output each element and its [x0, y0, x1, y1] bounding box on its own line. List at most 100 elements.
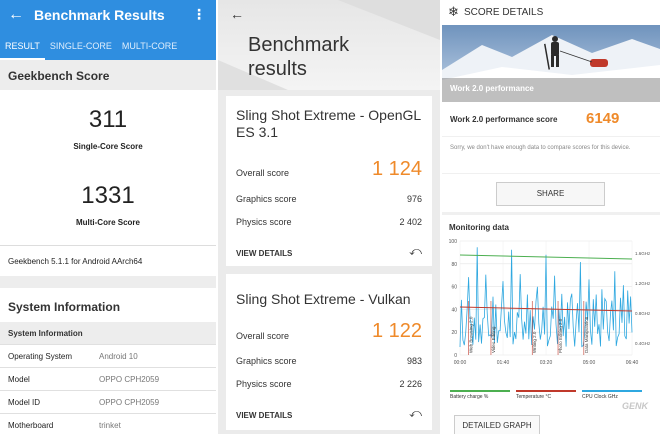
- physics-value: 2 402: [399, 217, 422, 227]
- compare-message: Sorry, we don't have enough data to comp…: [442, 137, 660, 173]
- section-title: System Information: [8, 300, 121, 314]
- physics-label: Physics score: [236, 217, 292, 227]
- pcmark-panel: ❄ SCORE DETAILS Work 2.0 performance Wor: [442, 0, 660, 434]
- graphics-value: 983: [406, 356, 422, 366]
- row-key: Operating System: [8, 352, 73, 361]
- y-tick-label: 20: [451, 330, 457, 336]
- page-title: Benchmark results: [248, 33, 349, 81]
- result-card-opengl[interactable]: Sling Shot Extreme - OpenGL ES 3.1 Overa…: [226, 96, 432, 266]
- title-line: results: [248, 58, 307, 80]
- row-value: OPPO CPH2059: [99, 375, 160, 384]
- graphics-value: 976: [406, 194, 422, 204]
- y2-tick-label: 1.2GHz: [635, 281, 651, 286]
- row-value: Android 10: [99, 352, 138, 361]
- row-value: trinket: [99, 421, 121, 430]
- overall-value: 1 122: [371, 320, 422, 342]
- page-title: Benchmark Results: [34, 7, 165, 23]
- top-bar: ❄ SCORE DETAILS: [442, 0, 660, 25]
- share-button[interactable]: SHARE: [496, 182, 605, 206]
- x-tick-label: 00:00: [454, 360, 467, 366]
- snowflake-icon[interactable]: ❄: [448, 4, 459, 19]
- x-tick-label: 05:00: [583, 360, 596, 366]
- multi-core-label: Multi-Core Score: [75, 218, 140, 227]
- x-tick-label: 03:20: [540, 360, 553, 366]
- score-box: Work 2.0 performance score 6149: [442, 102, 660, 136]
- segment-label: Video Editing: [491, 326, 496, 353]
- segment-label: Writing 2.0: [532, 331, 537, 353]
- back-arrow-icon[interactable]: ←: [8, 6, 24, 23]
- threedmark-panel: ← Benchmark results Sling Shot Extreme -…: [218, 0, 440, 434]
- y-tick-label: 100: [449, 239, 458, 245]
- score-label: Work 2.0 performance score: [450, 115, 558, 124]
- card-title: Sling Shot Extreme - Vulkan: [236, 291, 411, 307]
- score-section-header: Geekbench Score: [0, 60, 216, 90]
- y-tick-label: 60: [451, 285, 457, 291]
- score-area: 311 Single-Core Score 1331 Multi-Core Sc…: [0, 90, 216, 245]
- legend-cpu-clock: CPU Clock GHz: [582, 390, 642, 400]
- view-details-button[interactable]: VIEW DETAILS: [236, 411, 293, 420]
- hero-label: Work 2.0 performance: [450, 84, 534, 93]
- y-tick-label: 40: [451, 307, 457, 313]
- single-core-label: Single-Core Score: [73, 142, 143, 151]
- y2-tick-label: 0.8GHz: [635, 311, 651, 316]
- share-icon[interactable]: ⤺: [409, 406, 422, 420]
- overall-label: Overall score: [236, 168, 290, 178]
- back-arrow-icon[interactable]: ←: [230, 6, 244, 22]
- physics-label: Physics score: [236, 379, 292, 389]
- hero-image: [442, 25, 660, 102]
- app-bar: ← Benchmark Results ⋮ RESULT SINGLE-CORE…: [0, 0, 216, 60]
- graphics-label: Graphics score: [236, 194, 297, 204]
- x-tick-label: 01:40: [497, 360, 510, 366]
- tab-bar: RESULT SINGLE-CORE MULTI-CORE: [0, 36, 216, 60]
- page-title: SCORE DETAILS: [464, 7, 544, 18]
- row-key: Motherboard: [8, 421, 54, 430]
- section-title: Geekbench Score: [8, 69, 110, 83]
- sysinfo-subheader: System Information: [0, 322, 216, 344]
- y2-tick-label: 0.4GHz: [635, 341, 651, 346]
- score-value: 6149: [586, 110, 620, 127]
- graphics-label: Graphics score: [236, 356, 297, 366]
- view-details-button[interactable]: VIEW DETAILS: [236, 249, 293, 258]
- multi-core-score: 1331: [81, 182, 135, 209]
- table-row: Model ID OPPO CPH2059: [0, 390, 216, 413]
- subheader-label: System Information: [8, 329, 83, 338]
- more-options-icon[interactable]: ⋮: [192, 6, 206, 22]
- share-icon[interactable]: ⤺: [409, 244, 422, 258]
- overall-value: 1 124: [371, 158, 422, 180]
- header-background: [218, 0, 440, 90]
- table-row: Model OPPO CPH2059: [0, 367, 216, 390]
- version-row: Geekbench 5.1.1 for Android AArch64: [0, 245, 216, 276]
- segment-label: Web Browsing 2.0: [469, 316, 474, 353]
- divider: [440, 0, 442, 434]
- y-tick-label: 0: [454, 353, 457, 359]
- tab-multi-core[interactable]: MULTI-CORE: [121, 41, 178, 51]
- card-title: Sling Shot Extreme - OpenGL ES 3.1: [236, 107, 421, 140]
- monitoring-section: Monitoring data 100 80 60 40 20 0 1.6GHz 1.2GHz…: [442, 215, 660, 434]
- watermark: GENK: [622, 401, 649, 411]
- monitoring-title: Monitoring data: [449, 223, 509, 232]
- row-key: Model ID: [8, 398, 41, 407]
- divider: [216, 0, 218, 434]
- cpu-clock-line: [459, 247, 633, 348]
- y2-tick-label: 1.6GHz: [635, 251, 651, 256]
- row-key: Model: [8, 375, 30, 384]
- sysinfo-header: System Information: [0, 288, 216, 322]
- row-value: OPPO CPH2059: [99, 398, 160, 407]
- title-line: Benchmark: [248, 34, 350, 56]
- y-tick-label: 80: [451, 262, 457, 268]
- battery-line: [459, 254, 633, 260]
- monitoring-chart[interactable]: 100 80 60 40 20 0 1.6GHz 1.2GHz 0.8GHz 0.4GHz 00:0…: [442, 235, 660, 390]
- legend-battery: Battery charge %: [450, 390, 510, 400]
- single-core-score: 311: [88, 106, 128, 133]
- table-row: Operating System Android 10: [0, 344, 216, 367]
- divider-gap: [0, 276, 216, 288]
- version-text: Geekbench 5.1.1 for Android AArch64: [8, 257, 143, 266]
- tab-single-core[interactable]: SINGLE-CORE: [49, 41, 112, 51]
- geekbench-panel: ← Benchmark Results ⋮ RESULT SINGLE-CORE…: [0, 0, 216, 434]
- detailed-graph-button[interactable]: DETAILED GRAPH: [454, 415, 540, 434]
- table-row: Motherboard trinket: [0, 413, 216, 434]
- result-card-vulkan[interactable]: Sling Shot Extreme - Vulkan Overall scor…: [226, 274, 432, 430]
- tab-result[interactable]: RESULT: [0, 36, 45, 60]
- legend-temperature: Temperature °C: [516, 390, 576, 400]
- overall-label: Overall score: [236, 331, 290, 341]
